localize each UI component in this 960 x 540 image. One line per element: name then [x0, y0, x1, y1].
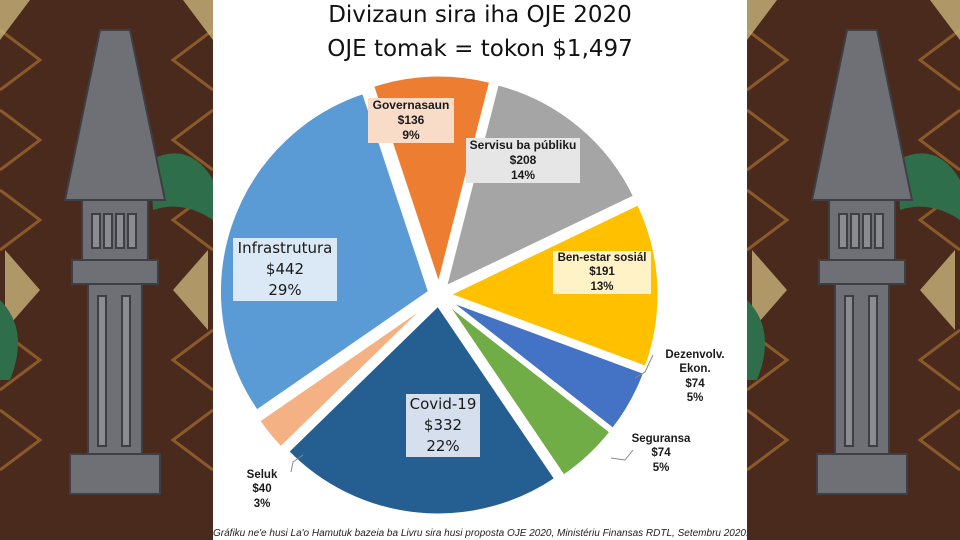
label-leader-line: [634, 354, 654, 379]
slice-label-servisu-publiku: Servisu ba públiku $208 14%: [466, 138, 580, 183]
slice-category: Covid-19: [409, 395, 477, 413]
label-leader-line: [610, 449, 634, 461]
decorative-panel-left: [0, 0, 213, 540]
slice-value: $332: [423, 416, 463, 434]
slice-value: $74: [651, 447, 671, 460]
slice-percent: 5%: [652, 461, 670, 474]
source-note: Gráfiku ne'e husi La'o Hamutuk bazeia ba…: [213, 528, 747, 539]
pie-slice-seluk: [256, 300, 433, 451]
slice-category: Servisu ba públiku: [469, 138, 577, 152]
slice-label-infrastrutura: Infrastrutura $442 29%: [233, 238, 337, 301]
slice-category: Ben-estar sosiál: [557, 252, 647, 264]
slice-label-ben-estar-sosial: Ben-estar sosiál $191 13%: [553, 251, 651, 295]
decorative-panel-right: [747, 0, 960, 540]
carved-house-illustration: [747, 0, 960, 540]
slice-category: Dezenvolv. Ekon.: [665, 349, 725, 376]
slice-category: Infrastrutura: [237, 239, 333, 257]
slice-label-seguransa: Seguransa $74 5%: [623, 432, 699, 475]
slice-value: $191: [589, 266, 615, 279]
slice-value: $208: [509, 153, 537, 167]
slice-label-covid-19: Covid-19 $332 22%: [406, 394, 480, 457]
slice-percent: 3%: [253, 497, 271, 510]
slice-percent: 29%: [268, 281, 302, 299]
pie-slice-dezenvolv-ekon: [446, 298, 647, 432]
slice-percent: 9%: [402, 128, 420, 142]
slice-label-seluk: Seluk $40 3%: [241, 468, 283, 511]
slice-label-dezenvolv-ekon: Dezenvolv. Ekon. $74 5%: [657, 348, 733, 406]
slice-percent: 14%: [510, 168, 536, 182]
slice-category: Governasaun: [372, 98, 450, 112]
slice-value: $74: [685, 377, 705, 390]
slice-percent: 5%: [686, 392, 704, 405]
slice-value: $40: [252, 483, 272, 496]
pie-slice-seguransa: [444, 301, 614, 479]
pie-slice-servisu-ba-p-bliku: [443, 81, 637, 291]
slice-category: Seguransa: [631, 433, 691, 445]
slice-category: Seluk: [246, 469, 278, 481]
chart-subtitle: OJE tomak = tokon $1,497: [327, 36, 633, 62]
carved-house-illustration: [0, 0, 213, 540]
slice-percent: 22%: [426, 437, 460, 455]
chart-title: Divizaun sira iha OJE 2020: [328, 2, 632, 28]
slice-value: $136: [397, 113, 425, 127]
slice-label-governasaun: Governasaun $136 9%: [368, 98, 454, 143]
chart-area: Divizaun sira iha OJE 2020 OJE tomak = t…: [213, 0, 747, 540]
slice-percent: 13%: [590, 280, 614, 293]
slice-value: $442: [265, 260, 305, 278]
label-leader-line: [290, 454, 304, 473]
